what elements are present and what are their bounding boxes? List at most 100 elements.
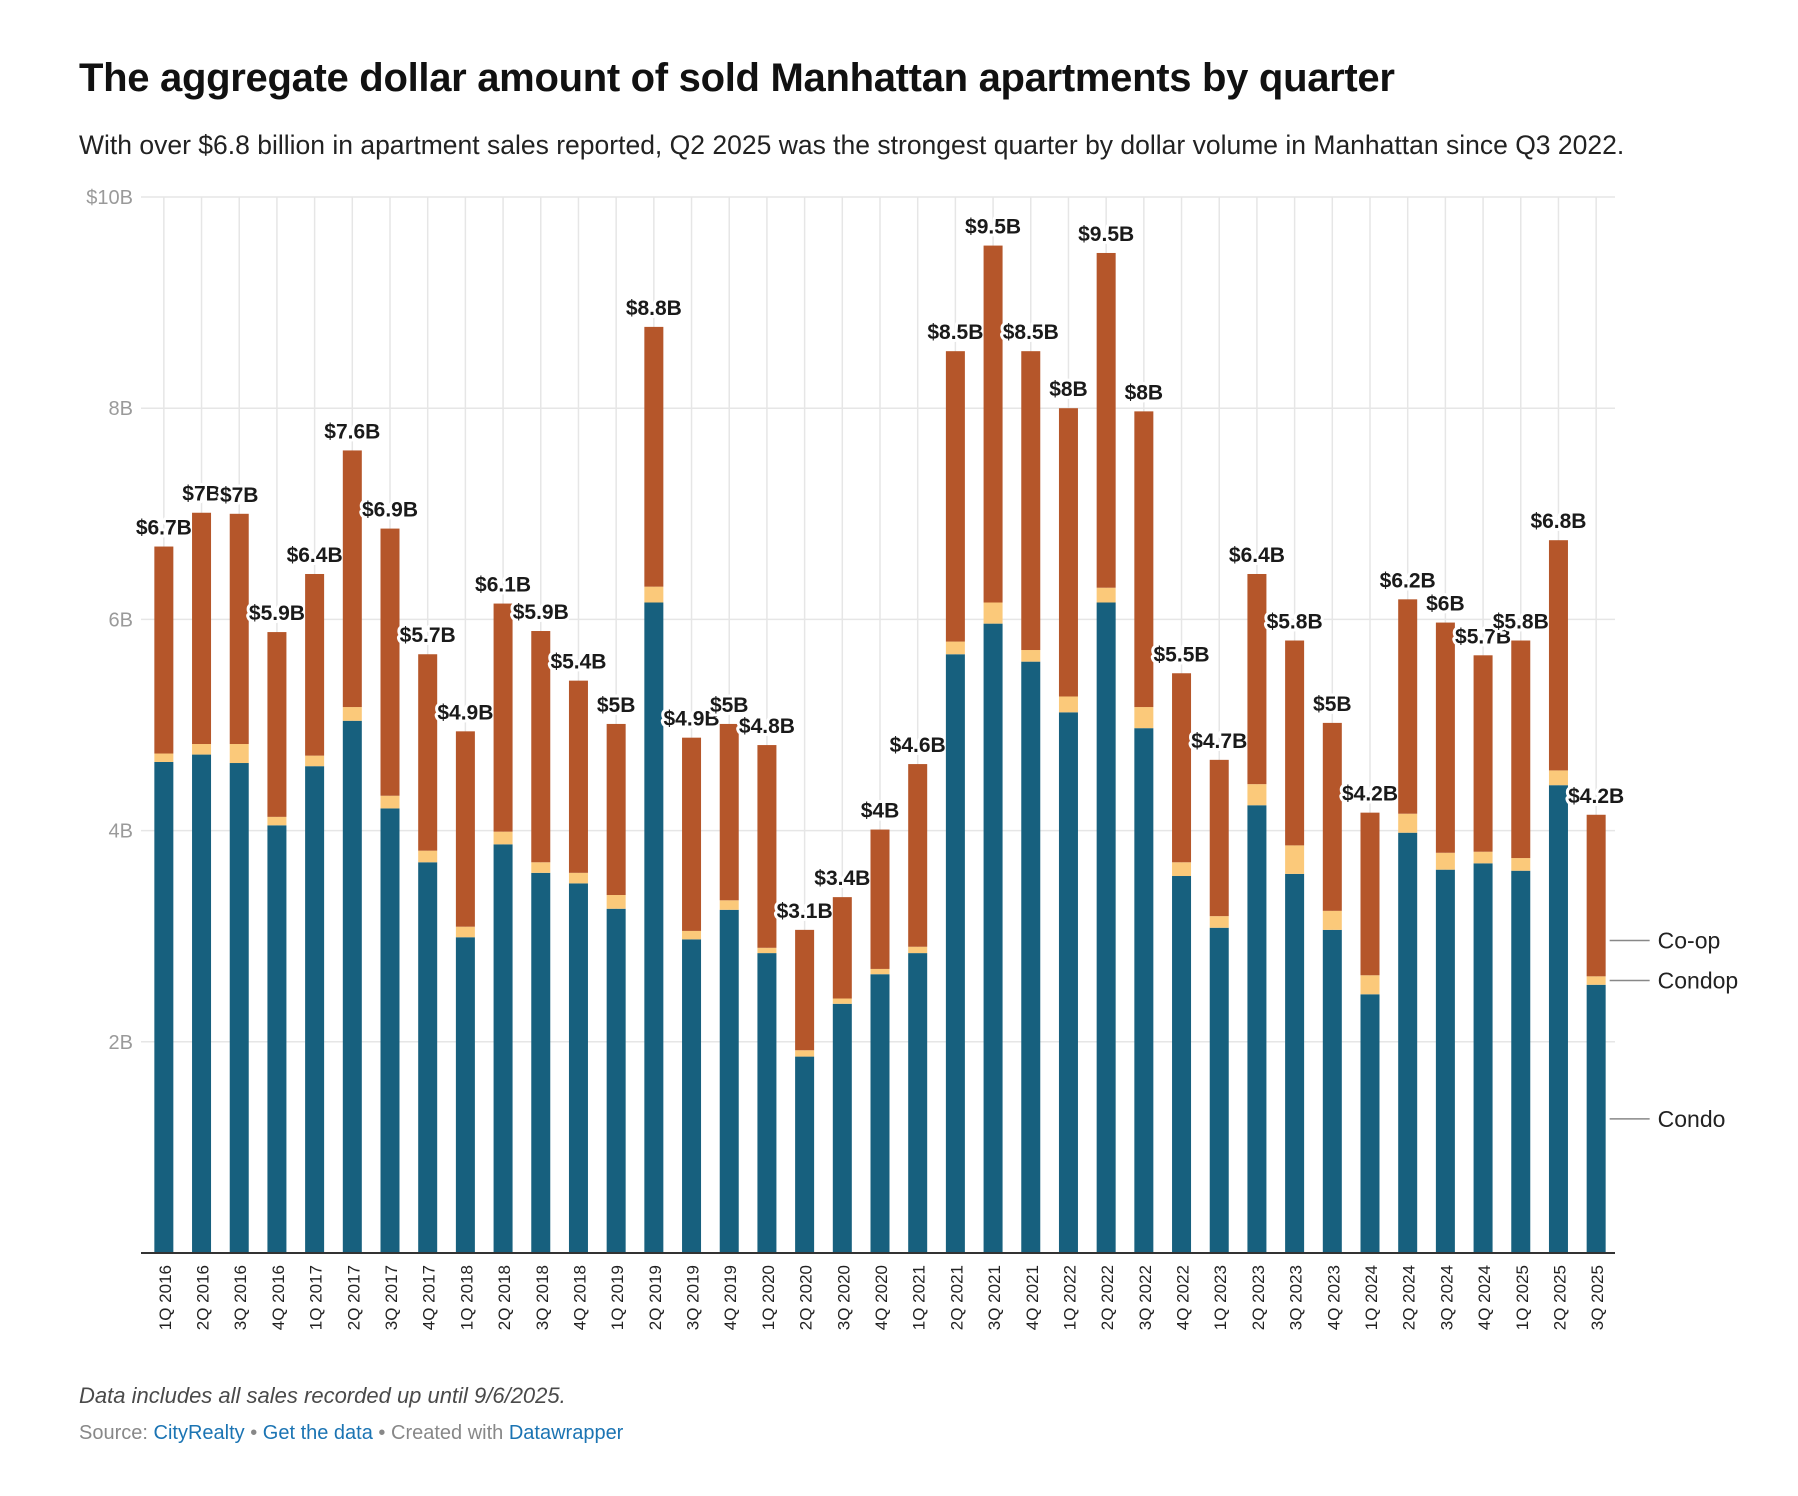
bar-coop: [305, 573, 325, 756]
bar-condop: [418, 850, 438, 863]
bar-total-label: $7.6B: [324, 420, 380, 443]
bar-condo: [682, 939, 702, 1253]
bar-total-label: $5B: [710, 694, 749, 717]
bar-total-label: $6.4B: [1229, 544, 1285, 567]
bar-condop: [229, 744, 249, 764]
bar-condo: [192, 754, 212, 1253]
bar-total-label: $5.9B: [249, 602, 305, 625]
bar-condo: [945, 654, 965, 1253]
bar-coop: [380, 528, 400, 796]
bar-condop: [1134, 707, 1154, 729]
bar-coop: [1548, 540, 1568, 771]
bar-condop: [154, 753, 174, 762]
bar-total-label: $3.4B: [814, 867, 870, 890]
bar-condop: [1473, 851, 1493, 864]
get-the-data-link[interactable]: Get the data: [262, 1422, 373, 1444]
bar-coop: [1247, 573, 1267, 785]
datawrapper-link[interactable]: Datawrapper: [508, 1422, 624, 1444]
x-tick-label: 4Q 2023: [1324, 1265, 1343, 1330]
bar-condop: [606, 895, 626, 909]
bar-condo: [719, 909, 739, 1253]
bar-total-label: $8B: [1125, 381, 1164, 404]
bar-condop: [945, 641, 965, 655]
bar-total-label: $4.2B: [1342, 783, 1398, 806]
x-tick-label: 3Q 2024: [1437, 1265, 1456, 1330]
bar-condo: [342, 720, 362, 1253]
bar-condo: [1134, 728, 1154, 1253]
bar-condop: [1398, 813, 1418, 833]
bar-coop: [1209, 759, 1229, 917]
legend-label-condop: Condop: [1658, 968, 1739, 994]
bar-coop: [908, 764, 928, 947]
bar-coop: [795, 929, 815, 1051]
bar-condo: [380, 808, 400, 1253]
x-tick-label: 3Q 2022: [1136, 1265, 1155, 1330]
bar-condo: [983, 623, 1003, 1253]
bar-coop: [682, 737, 702, 931]
bar-condo: [757, 953, 777, 1253]
bar-condop: [1322, 910, 1342, 930]
bar-condop: [267, 816, 287, 826]
bar-condo: [531, 872, 551, 1253]
bar-condop: [682, 930, 702, 940]
bar-coop: [1172, 673, 1192, 863]
x-tick-label: 2Q 2024: [1400, 1265, 1419, 1330]
x-tick-label: 4Q 2018: [570, 1265, 589, 1330]
bar-condop: [1247, 784, 1267, 806]
y-tick-label: 6B: [109, 609, 133, 631]
bar-condo: [644, 602, 664, 1253]
bar-coop: [1058, 408, 1078, 697]
bar-total-label: $5.7B: [1455, 625, 1511, 648]
bar-total-label: $5B: [597, 694, 636, 717]
x-tick-label: 1Q 2019: [608, 1265, 627, 1330]
bar-coop: [1021, 351, 1041, 651]
bar-coop: [1134, 411, 1154, 708]
bar-total-label: $7B: [220, 484, 259, 507]
bar-condo: [493, 844, 513, 1253]
x-tick-label: 1Q 2018: [457, 1265, 476, 1330]
bar-condop: [1172, 862, 1192, 877]
chart-title: The aggregate dollar amount of sold Manh…: [79, 56, 1395, 100]
bar-total-label: $8.8B: [626, 297, 682, 320]
bar-condo: [305, 766, 325, 1253]
x-tick-label: 3Q 2023: [1287, 1265, 1306, 1330]
bar-condop: [1586, 976, 1606, 985]
source-prefix: Source:: [79, 1422, 148, 1444]
bar-condo: [1058, 712, 1078, 1253]
source-link[interactable]: CityRealty: [153, 1422, 245, 1444]
x-tick-label: 1Q 2023: [1211, 1265, 1230, 1330]
bar-condo: [229, 763, 249, 1253]
bar-coop: [1322, 722, 1342, 911]
x-tick-label: 2Q 2018: [495, 1265, 514, 1330]
bar-condo: [1435, 869, 1455, 1253]
bar-condo: [1548, 785, 1568, 1253]
bar-condo: [1511, 870, 1531, 1253]
x-tick-label: 4Q 2016: [269, 1265, 288, 1330]
bar-condop: [1285, 845, 1305, 874]
bar-total-label: $8B: [1049, 378, 1088, 401]
bar-total-label: $8.5B: [1003, 321, 1059, 344]
bar-condop: [531, 862, 551, 873]
bar-condop: [1209, 916, 1229, 928]
bar-coop: [418, 654, 438, 851]
bar-total-label: $4.7B: [1191, 730, 1247, 753]
bar-condop: [1435, 852, 1455, 870]
bar-total-label: $4.8B: [739, 715, 795, 738]
bar-condop: [757, 947, 777, 954]
x-tick-label: 4Q 2019: [721, 1265, 740, 1330]
bar-condo: [267, 825, 287, 1253]
bar-condo: [1586, 984, 1606, 1253]
x-tick-label: 3Q 2017: [382, 1265, 401, 1330]
bar-condop: [568, 872, 588, 884]
bar-coop: [229, 513, 249, 745]
y-tick-label: $10B: [86, 187, 133, 209]
bar-condop: [192, 744, 212, 755]
x-tick-label: 3Q 2025: [1588, 1265, 1607, 1330]
x-tick-label: 4Q 2022: [1174, 1265, 1193, 1330]
chart-notes: Data includes all sales recorded up unti…: [79, 1383, 566, 1408]
bar-total-label: $6.8B: [1530, 510, 1586, 533]
bar-total-label: $6B: [1426, 593, 1465, 616]
bar-coop: [455, 731, 475, 927]
bar-total-label: $5.8B: [1493, 611, 1549, 634]
